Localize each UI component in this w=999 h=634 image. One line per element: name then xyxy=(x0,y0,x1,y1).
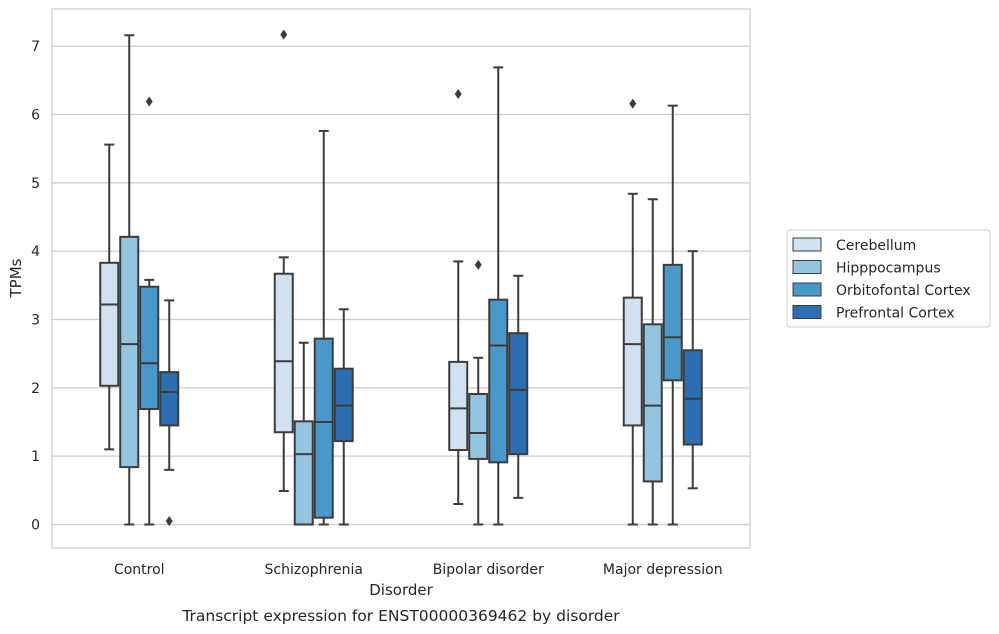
outlier-point xyxy=(454,89,462,100)
box-prefrontal-cortex-schizophrenia xyxy=(333,308,354,526)
box-orbitofontal-cortex-bipolar-disorder xyxy=(488,66,509,526)
box-body xyxy=(293,420,314,526)
box-body xyxy=(662,263,683,382)
box-cerebellum-control xyxy=(99,143,120,451)
y-tick-label: 7 xyxy=(31,39,40,55)
box-body xyxy=(468,392,489,460)
box-hipppocampus-schizophrenia xyxy=(293,341,314,526)
box-cerebellum-major-depression xyxy=(622,98,643,526)
box-hipppocampus-major-depression xyxy=(642,198,663,526)
box-orbitofontal-cortex-major-depression xyxy=(662,104,683,526)
box-body xyxy=(508,332,529,456)
outlier-point xyxy=(165,516,173,527)
y-axis-title: TPMs xyxy=(7,258,25,298)
box-prefrontal-cortex-control xyxy=(159,299,180,527)
box-body xyxy=(488,298,509,464)
outlier-point xyxy=(280,29,288,40)
y-tick-label: 3 xyxy=(31,313,40,329)
legend-swatch xyxy=(792,237,822,252)
box-body xyxy=(159,371,180,427)
box-cerebellum-bipolar-disorder xyxy=(448,89,469,506)
box-prefrontal-cortex-major-depression xyxy=(682,250,703,490)
box-body xyxy=(139,285,160,411)
legend-frame xyxy=(786,229,991,328)
legend-label: Orbitofontal Cortex xyxy=(836,283,971,299)
outlier-point xyxy=(474,259,482,270)
box-body xyxy=(622,296,643,427)
y-tick-label: 1 xyxy=(31,449,40,465)
plot-frame xyxy=(51,8,751,549)
box-orbitofontal-cortex-control xyxy=(139,96,160,526)
x-tick-label: Schizophrenia xyxy=(265,562,363,578)
box-body xyxy=(119,235,140,469)
x-axis-ticks: Control Schizophrenia Bipolar disorder Majo… xyxy=(114,562,723,578)
box-body xyxy=(682,349,703,446)
x-axis-title: Disorder xyxy=(369,581,433,599)
box-body xyxy=(273,272,294,434)
box-prefrontal-cortex-bipolar-disorder xyxy=(508,274,529,499)
y-tick-label: 2 xyxy=(31,381,40,397)
box-hipppocampus-control xyxy=(119,34,140,526)
outlier-point xyxy=(145,96,153,107)
legend-label: Prefrontal Cortex xyxy=(836,306,955,322)
box-body xyxy=(448,360,469,452)
legend-swatch xyxy=(792,305,822,319)
chart-caption: Transcript expression for ENST0000036946… xyxy=(181,607,620,625)
y-tick-label: 0 xyxy=(31,518,40,534)
box-cerebellum-schizophrenia xyxy=(273,29,294,493)
x-tick-label: Major depression xyxy=(603,562,723,578)
legend-swatch xyxy=(792,260,822,274)
box-body xyxy=(99,261,120,387)
legend-label: Cerebellum xyxy=(836,238,916,254)
box-hipppocampus-bipolar-disorder xyxy=(468,259,489,526)
y-tick-label: 4 xyxy=(31,244,40,260)
box-orbitofontal-cortex-schizophrenia xyxy=(313,129,334,526)
legend-swatch xyxy=(792,282,822,297)
box-series xyxy=(99,29,703,527)
y-axis-ticks: 0 1 2 3 4 5 6 7 xyxy=(31,39,40,533)
legend: Cerebellum Hipppocampus Orbitofontal Corte… xyxy=(786,229,991,328)
box-body xyxy=(642,323,663,483)
x-tick-label: Control xyxy=(114,562,165,578)
y-tick-label: 5 xyxy=(31,176,40,192)
y-tick-label: 6 xyxy=(31,108,40,124)
box-body xyxy=(313,337,334,519)
legend-label: Hipppocampus xyxy=(836,261,941,277)
outlier-point xyxy=(629,98,637,109)
x-tick-label: Bipolar disorder xyxy=(433,562,544,578)
